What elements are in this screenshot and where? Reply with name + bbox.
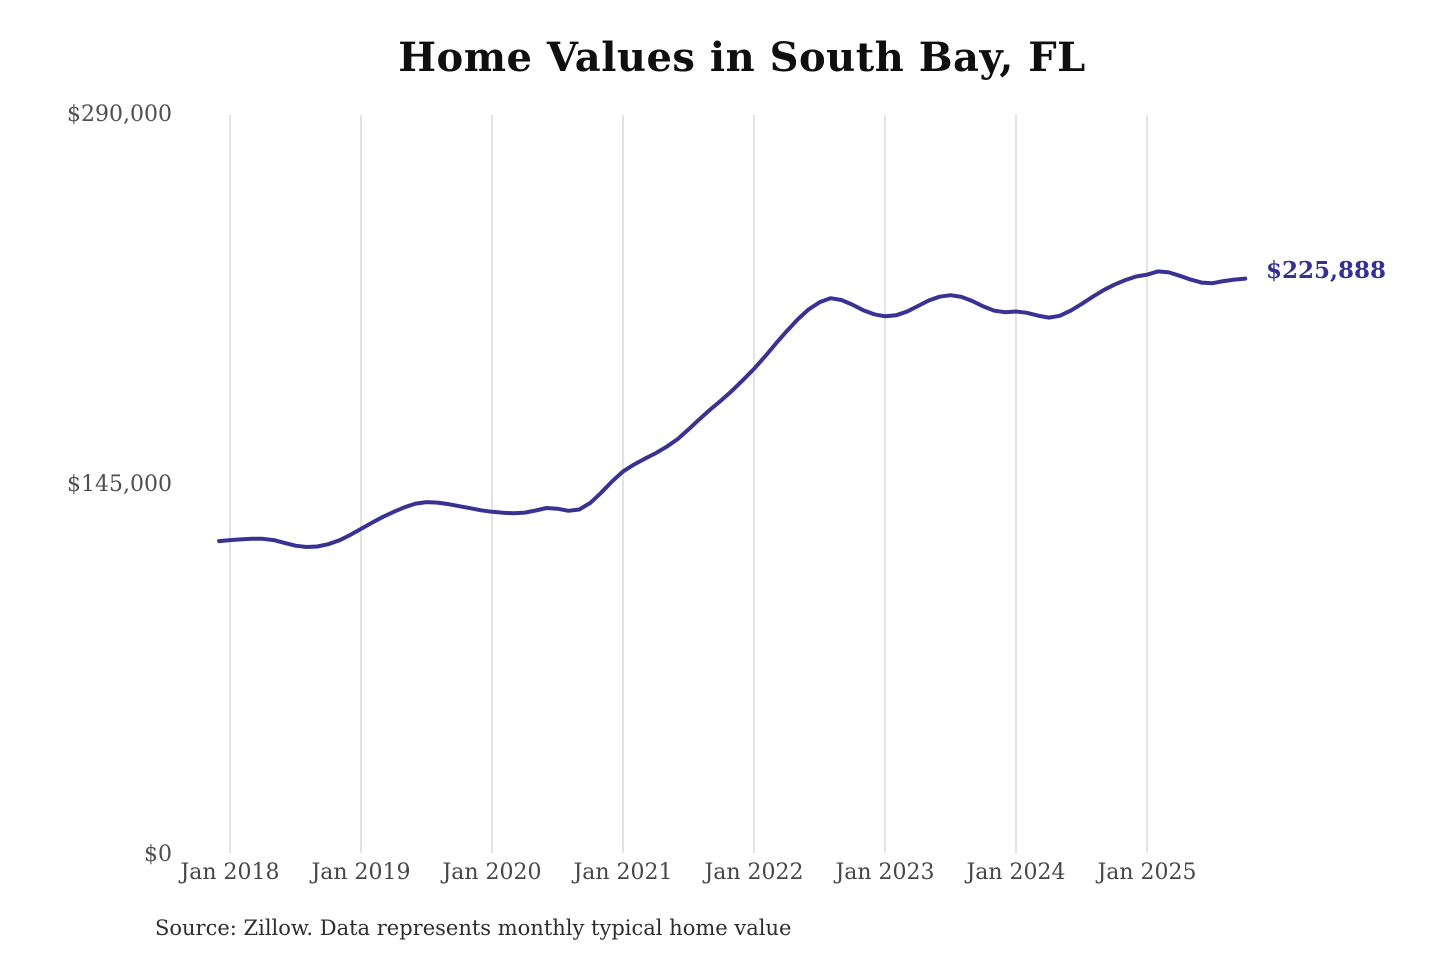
latest-value-label: $225,888 bbox=[1266, 256, 1387, 284]
x-axis-tick-label: Jan 2018 bbox=[180, 860, 280, 885]
y-axis-tick-label: $145,000 bbox=[67, 472, 172, 497]
x-axis-tick-label: Jan 2023 bbox=[835, 860, 935, 885]
x-axis-tick-label: Jan 2024 bbox=[966, 860, 1066, 885]
source-note: Source: Zillow. Data represents monthly … bbox=[155, 916, 792, 940]
gridline-group bbox=[229, 115, 1148, 853]
y-axis-tick-label: $0 bbox=[144, 842, 172, 867]
x-axis-tick-label: Jan 2019 bbox=[311, 860, 411, 885]
x-axis-tick-label: Jan 2021 bbox=[573, 860, 673, 885]
x-axis-tick-label: Jan 2020 bbox=[442, 860, 542, 885]
x-axis-tick-label: Jan 2025 bbox=[1097, 860, 1197, 885]
chart-title: Home Values in South Bay, FL bbox=[398, 34, 1086, 81]
x-axis-tick-label: Jan 2022 bbox=[704, 860, 804, 885]
y-axis-tick-label: $290,000 bbox=[67, 102, 172, 127]
home-value-line bbox=[217, 269, 1248, 549]
